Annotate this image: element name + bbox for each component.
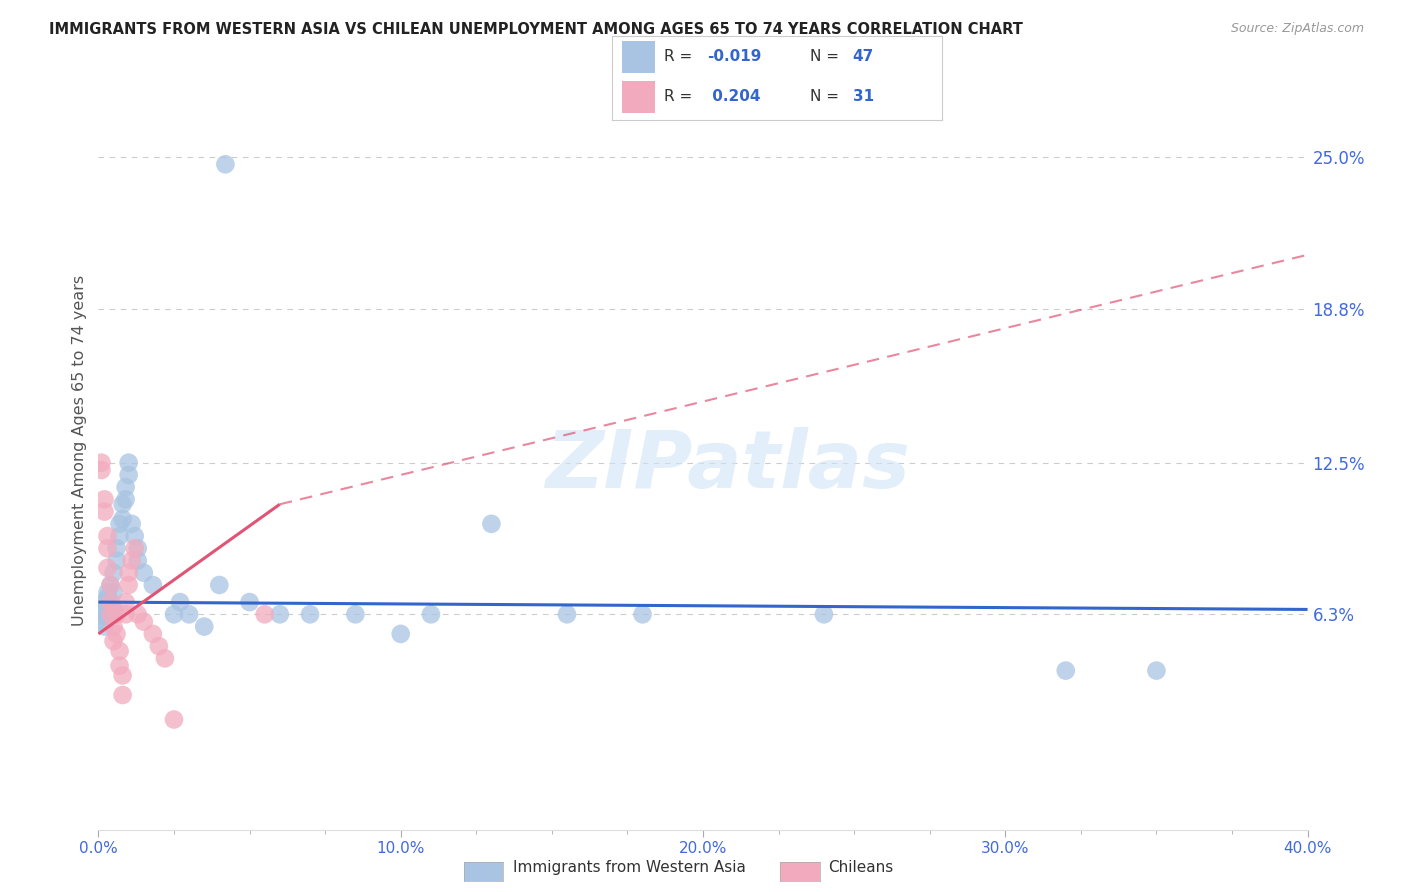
Point [124,541,146,556]
Point [93,619,115,633]
Point [127,607,149,622]
Text: -0.019: -0.019 [707,49,762,64]
Point [90,607,112,622]
Point [253,607,276,622]
Point [105,553,128,567]
Point [114,492,136,507]
Point [179,607,201,622]
Point [208,578,231,592]
Point [96,591,118,605]
Point [389,627,412,641]
Point [121,516,143,531]
Point [124,529,146,543]
Text: 0.204: 0.204 [707,89,761,104]
Text: Source: ZipAtlas.com: Source: ZipAtlas.com [1230,22,1364,36]
Point [111,512,134,526]
Point [118,578,141,592]
Text: Chileans: Chileans [828,860,893,874]
Point [114,595,136,609]
Point [100,595,122,609]
Point [121,553,143,567]
Y-axis label: Unemployment Among Ages 65 to 74 years: Unemployment Among Ages 65 to 74 years [72,275,87,626]
Point [103,634,125,648]
FancyBboxPatch shape [621,80,655,112]
Point [269,607,291,622]
Point [193,619,215,633]
Point [163,607,186,622]
Point [148,639,170,653]
Text: IMMIGRANTS FROM WESTERN ASIA VS CHILEAN UNEMPLOYMENT AMONG AGES 65 TO 74 YEARS C: IMMIGRANTS FROM WESTERN ASIA VS CHILEAN … [49,22,1024,37]
Point [93,505,115,519]
Point [127,541,149,556]
Point [420,607,443,622]
Point [96,609,118,624]
Point [299,607,322,622]
Text: ZIPatlas: ZIPatlas [544,426,910,505]
Text: 31: 31 [853,89,875,104]
Point [111,688,134,702]
Point [96,585,118,599]
Point [96,561,118,575]
Point [118,456,141,470]
Point [153,651,176,665]
Point [169,595,191,609]
Point [118,566,141,580]
Point [96,529,118,543]
Point [105,607,128,622]
Point [214,157,236,171]
Point [239,595,262,609]
Point [142,578,165,592]
Point [813,607,835,622]
Point [100,607,122,622]
Point [100,578,122,592]
Point [100,595,122,609]
Point [111,668,134,682]
Point [93,595,115,609]
Point [344,607,367,622]
Point [555,607,578,622]
Point [108,644,131,658]
Text: 47: 47 [853,49,875,64]
Point [114,480,136,494]
Point [132,615,155,629]
Point [114,607,136,622]
Point [108,516,131,531]
Point [105,627,128,641]
Point [118,467,141,482]
Text: N =: N = [810,49,844,64]
Point [142,627,165,641]
Point [100,607,122,622]
Point [90,456,112,470]
Point [108,529,131,543]
Point [1054,664,1077,678]
Point [481,516,503,531]
Point [93,602,115,616]
Text: Immigrants from Western Asia: Immigrants from Western Asia [513,860,747,874]
Point [103,566,125,580]
Point [631,607,654,622]
Text: R =: R = [665,49,697,64]
Point [100,578,122,592]
Point [108,658,131,673]
Point [127,553,149,567]
Point [103,619,125,633]
Point [111,497,134,511]
Point [105,541,128,556]
Text: N =: N = [810,89,844,104]
FancyBboxPatch shape [621,41,655,73]
Text: R =: R = [665,89,697,104]
Point [1144,664,1167,678]
Point [93,492,115,507]
Point [103,602,125,616]
Point [163,713,186,727]
Point [96,541,118,556]
Point [132,566,155,580]
Point [90,615,112,629]
Point [90,463,112,477]
Point [103,585,125,599]
